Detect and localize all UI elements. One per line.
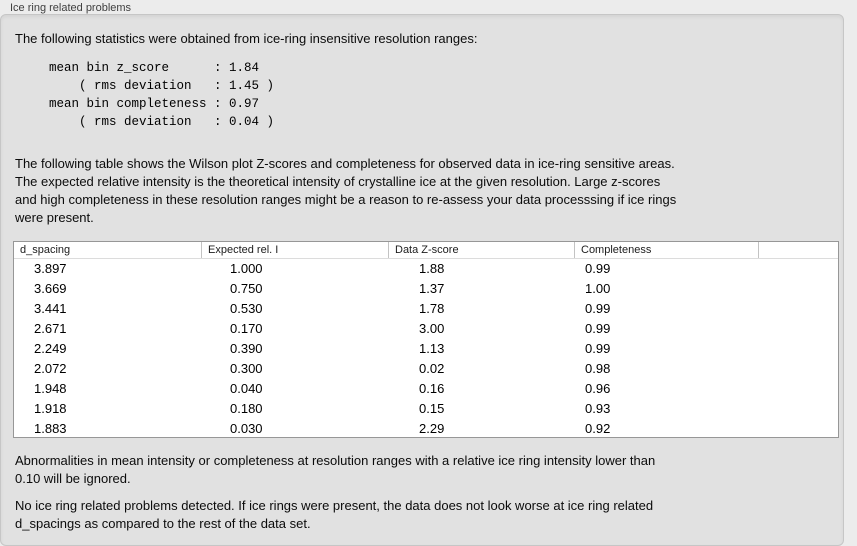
table-row[interactable]: 1.883 0.030 2.29 0.92 <box>14 419 838 437</box>
table-cell <box>758 259 838 279</box>
table-cell: 1.78 <box>419 301 445 316</box>
table-cell: 3.441 <box>34 301 67 316</box>
table-cell: 1.883 <box>34 421 67 436</box>
stats-block: mean bin z_score : 1.84 ( rms deviation … <box>49 61 275 129</box>
table-cell: 0.99 <box>585 341 611 356</box>
table-cell: 0.99 <box>585 261 611 276</box>
table-cell: 1.948 <box>34 381 67 396</box>
table-cell: 1.88 <box>419 261 445 276</box>
table-cell: 1.37 <box>419 281 445 296</box>
table-cell: 1.00 <box>585 281 611 296</box>
conclusion-text: No ice ring related problems detected. I… <box>15 498 654 531</box>
table-cell: 0.02 <box>419 361 445 376</box>
table-cell: 1.13 <box>419 341 445 356</box>
ice-ring-panel: The following statistics were obtained f… <box>0 14 844 546</box>
table-row[interactable]: 2.249 0.390 1.13 0.99 <box>14 339 838 359</box>
ignore-threshold-note: Abnormalities in mean intensity or compl… <box>15 453 656 486</box>
column-header-data-z-score[interactable]: Data Z-score <box>388 242 574 258</box>
ice-ring-table: d_spacing Expected rel. I Data Z-score C… <box>13 241 839 438</box>
table-cell: 0.92 <box>585 421 611 436</box>
table-cell: 0.530 <box>230 301 263 316</box>
table-cell: 1.000 <box>230 261 263 276</box>
table-cell: 0.170 <box>230 321 263 336</box>
table-cell: 0.300 <box>230 361 263 376</box>
table-cell: 0.99 <box>585 301 611 316</box>
table-description-text: The following table shows the Wilson plo… <box>15 156 677 225</box>
table-cell: 1.918 <box>34 401 67 416</box>
table-cell: 0.16 <box>419 381 445 396</box>
intro-text: The following statistics were obtained f… <box>15 31 478 46</box>
table-cell: 3.669 <box>34 281 67 296</box>
table-cell <box>758 379 838 399</box>
table-cell: 2.29 <box>419 421 445 436</box>
column-header-expected-rel-i[interactable]: Expected rel. I <box>201 242 388 258</box>
table-row[interactable]: 2.671 0.170 3.00 0.99 <box>14 319 838 339</box>
column-header-completeness[interactable]: Completeness <box>574 242 758 258</box>
table-row[interactable]: 3.897 1.000 1.88 0.99 <box>14 259 838 279</box>
table-cell: 0.15 <box>419 401 445 416</box>
table-cell: 0.98 <box>585 361 611 376</box>
table-cell: 3.00 <box>419 321 445 336</box>
table-cell: 0.750 <box>230 281 263 296</box>
table-row[interactable]: 1.918 0.180 0.15 0.93 <box>14 399 838 419</box>
table-cell: 0.96 <box>585 381 611 396</box>
table-cell: 0.030 <box>230 421 263 436</box>
table-cell <box>758 419 838 437</box>
table-row[interactable]: 3.441 0.530 1.78 0.99 <box>14 299 838 319</box>
table-cell <box>758 399 838 419</box>
table-cell: 0.180 <box>230 401 263 416</box>
column-header-empty <box>758 242 838 258</box>
table-cell: 0.390 <box>230 341 263 356</box>
table-body: 3.897 1.000 1.88 0.99 3.669 0.750 1.37 1.00 3.44… <box>14 259 838 437</box>
table-cell <box>758 339 838 359</box>
column-header-d-spacing[interactable]: d_spacing <box>20 244 71 256</box>
table-header-row: d_spacing Expected rel. I Data Z-score C… <box>14 242 838 259</box>
table-row[interactable]: 1.948 0.040 0.16 0.96 <box>14 379 838 399</box>
table-cell: 0.99 <box>585 321 611 336</box>
table-cell: 2.249 <box>34 341 67 356</box>
table-cell <box>758 359 838 379</box>
table-cell <box>758 279 838 299</box>
table-row[interactable]: 3.669 0.750 1.37 1.00 <box>14 279 838 299</box>
table-cell <box>758 299 838 319</box>
table-row[interactable]: 2.072 0.300 0.02 0.98 <box>14 359 838 379</box>
table-cell: 0.040 <box>230 381 263 396</box>
group-box-title: Ice ring related problems <box>10 2 132 14</box>
table-cell <box>758 319 838 339</box>
table-cell: 2.072 <box>34 361 67 376</box>
table-cell: 2.671 <box>34 321 67 336</box>
table-cell: 0.93 <box>585 401 611 416</box>
table-cell: 3.897 <box>34 261 67 276</box>
